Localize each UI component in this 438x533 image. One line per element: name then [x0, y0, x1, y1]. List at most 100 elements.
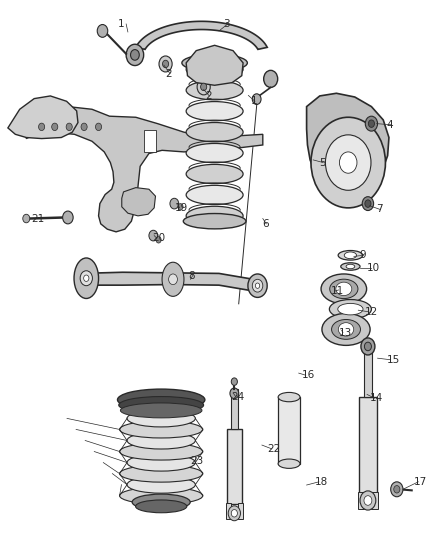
Text: 3: 3 — [223, 19, 230, 29]
Circle shape — [52, 123, 58, 131]
Text: 15: 15 — [386, 355, 399, 365]
Circle shape — [170, 198, 179, 209]
Polygon shape — [186, 45, 243, 85]
Ellipse shape — [338, 322, 354, 336]
Polygon shape — [81, 272, 263, 293]
Ellipse shape — [186, 123, 243, 142]
Ellipse shape — [132, 494, 190, 510]
Circle shape — [252, 94, 261, 104]
Circle shape — [230, 388, 239, 399]
Circle shape — [360, 491, 376, 510]
Bar — [226, 503, 231, 519]
Polygon shape — [8, 96, 78, 139]
Circle shape — [23, 214, 30, 223]
Text: 10: 10 — [367, 263, 380, 272]
Ellipse shape — [278, 459, 300, 469]
Ellipse shape — [344, 252, 357, 259]
Circle shape — [391, 482, 403, 497]
Ellipse shape — [127, 432, 195, 449]
Text: 23: 23 — [191, 456, 204, 466]
Circle shape — [162, 60, 169, 68]
Ellipse shape — [119, 397, 204, 414]
Ellipse shape — [120, 465, 203, 482]
Ellipse shape — [341, 263, 360, 270]
Text: 17: 17 — [414, 477, 427, 487]
Ellipse shape — [120, 443, 203, 460]
Circle shape — [364, 342, 371, 351]
Ellipse shape — [321, 274, 367, 304]
Text: 4: 4 — [386, 120, 393, 130]
Circle shape — [201, 83, 207, 91]
Bar — [371, 492, 378, 509]
Ellipse shape — [332, 319, 360, 340]
Ellipse shape — [186, 60, 243, 79]
Text: 13: 13 — [339, 328, 352, 337]
Circle shape — [66, 123, 72, 131]
Ellipse shape — [183, 214, 246, 229]
Ellipse shape — [186, 164, 243, 183]
Ellipse shape — [338, 303, 363, 315]
Circle shape — [178, 204, 183, 210]
Circle shape — [248, 274, 267, 297]
Circle shape — [97, 25, 108, 37]
Text: 19: 19 — [175, 203, 188, 213]
Text: 5: 5 — [319, 158, 325, 167]
Circle shape — [131, 50, 139, 60]
Text: 6: 6 — [262, 219, 268, 229]
Bar — [231, 389, 238, 429]
Circle shape — [63, 211, 73, 224]
Circle shape — [362, 197, 374, 211]
Circle shape — [361, 338, 375, 355]
Circle shape — [95, 123, 102, 131]
Circle shape — [365, 200, 371, 207]
Circle shape — [325, 135, 371, 190]
Circle shape — [231, 378, 237, 385]
Ellipse shape — [127, 476, 195, 493]
Ellipse shape — [120, 403, 202, 418]
Circle shape — [84, 275, 89, 281]
Circle shape — [231, 510, 237, 517]
Ellipse shape — [329, 300, 371, 319]
Ellipse shape — [120, 487, 203, 504]
Circle shape — [311, 117, 385, 208]
Ellipse shape — [330, 279, 358, 298]
Circle shape — [39, 123, 45, 131]
Text: 18: 18 — [314, 477, 328, 487]
Text: 8: 8 — [188, 271, 195, 280]
Ellipse shape — [346, 264, 355, 269]
Circle shape — [365, 116, 378, 131]
Text: 22: 22 — [267, 444, 280, 454]
Text: 16: 16 — [301, 370, 314, 380]
Ellipse shape — [182, 54, 247, 71]
Circle shape — [339, 152, 357, 173]
Ellipse shape — [120, 421, 203, 438]
Text: 21: 21 — [32, 214, 45, 223]
Circle shape — [255, 283, 260, 288]
Circle shape — [264, 70, 278, 87]
Text: 1: 1 — [251, 96, 257, 106]
Circle shape — [197, 79, 210, 95]
Circle shape — [364, 496, 372, 505]
Circle shape — [228, 506, 240, 521]
Text: 24: 24 — [231, 392, 244, 401]
Ellipse shape — [74, 258, 99, 298]
Text: 20: 20 — [152, 233, 166, 243]
Polygon shape — [136, 21, 267, 50]
Circle shape — [81, 123, 87, 131]
Circle shape — [156, 237, 161, 243]
Text: 1: 1 — [117, 19, 124, 29]
Text: 2: 2 — [205, 91, 212, 101]
Circle shape — [80, 271, 92, 286]
Polygon shape — [307, 93, 389, 193]
Ellipse shape — [186, 80, 243, 100]
Ellipse shape — [278, 392, 300, 402]
Polygon shape — [122, 188, 155, 216]
Bar — [238, 503, 243, 519]
Bar — [144, 130, 156, 152]
Text: 11: 11 — [331, 286, 344, 296]
Ellipse shape — [186, 143, 243, 163]
Ellipse shape — [117, 389, 205, 410]
Circle shape — [159, 56, 172, 72]
Text: 9: 9 — [359, 251, 366, 260]
Ellipse shape — [136, 500, 187, 513]
